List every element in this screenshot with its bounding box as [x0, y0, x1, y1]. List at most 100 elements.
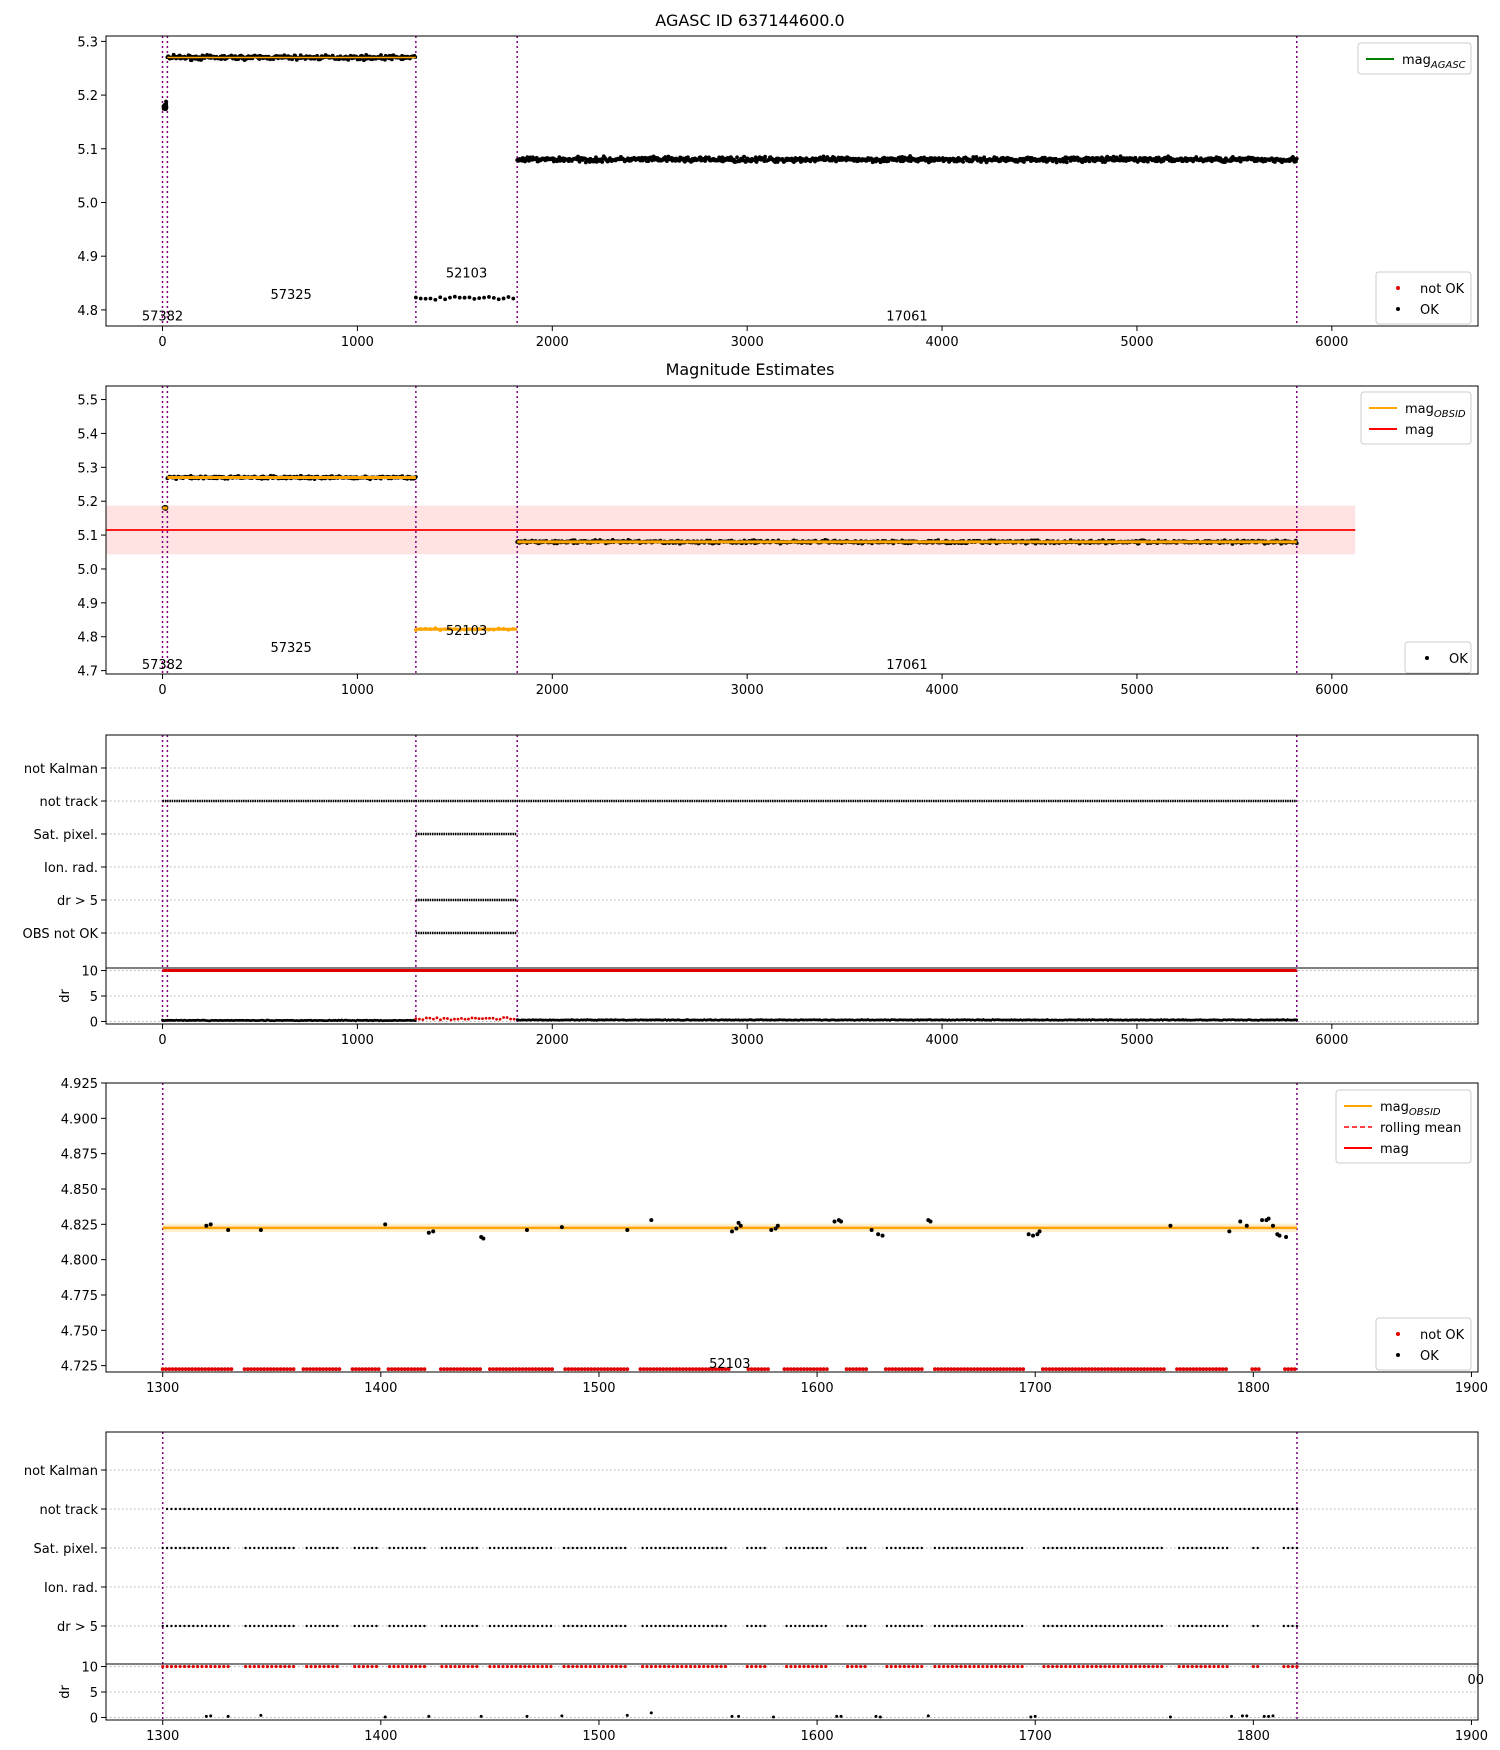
- flag-marker-point: [933, 1624, 937, 1628]
- not-ok-point: [782, 1367, 787, 1372]
- flag-marker-point: [920, 1624, 923, 1628]
- flag-marker-point: [336, 1507, 339, 1511]
- dr-cap-point: [514, 1664, 518, 1669]
- ok-point: [457, 295, 462, 300]
- flag-marker-point: [266, 1546, 269, 1550]
- dr-not-ok-point: [474, 1016, 477, 1020]
- flag-marker-point: [942, 1507, 945, 1511]
- dr-cap-point: [1016, 1664, 1020, 1669]
- flag-marker-point: [283, 1624, 287, 1628]
- ok-point: [773, 1226, 778, 1231]
- dr-cap-point: [318, 1664, 322, 1669]
- x-tick-label: 0: [158, 335, 166, 350]
- flag-marker-point: [174, 1546, 177, 1550]
- flag-marker-point: [767, 1507, 771, 1511]
- not-ok-point: [1191, 1367, 1196, 1372]
- ok-point: [161, 104, 166, 109]
- not-ok-point: [334, 1367, 339, 1372]
- dr-cap-point: [1256, 1664, 1260, 1669]
- dr-cap-point: [409, 1664, 413, 1669]
- not-ok-point: [317, 1367, 322, 1372]
- dr-cap-point: [989, 1664, 994, 1669]
- not-ok-point: [995, 1367, 999, 1372]
- flag-marker-point: [514, 1624, 518, 1628]
- dr-cap-point: [405, 1664, 409, 1669]
- dr-cap-point: [680, 1664, 684, 1669]
- dr-cap-point: [261, 1664, 265, 1669]
- not-ok-point: [723, 1367, 728, 1372]
- flag-marker-point: [789, 1507, 793, 1511]
- flag-marker-point: [615, 1546, 618, 1550]
- flag-marker-point: [161, 1624, 164, 1628]
- not-ok-point: [605, 1367, 610, 1372]
- legend-box: [1375, 271, 1472, 325]
- flag-marker-point: [187, 1624, 191, 1628]
- flag-marker-point: [410, 1546, 413, 1550]
- dr-ok-point: [771, 1715, 775, 1719]
- not-ok-point: [1129, 1367, 1134, 1372]
- ok-point: [763, 154, 768, 159]
- legend-label: rolling mean: [1380, 1121, 1461, 1136]
- y-tick-label: 5.1: [77, 529, 98, 544]
- not-ok-point: [612, 1367, 617, 1372]
- dr-cap-point: [894, 1664, 898, 1669]
- flag-marker-point: [1147, 1546, 1150, 1550]
- flag-marker-point: [1143, 1624, 1146, 1628]
- dr-cap-point: [750, 1664, 754, 1669]
- flag-marker-point: [510, 1624, 513, 1628]
- not-ok-point: [566, 1367, 571, 1372]
- flag-marker-point: [763, 1507, 766, 1511]
- not-ok-point: [533, 1367, 538, 1372]
- dr-cap-point: [1138, 1664, 1142, 1669]
- flag-marker-point: [990, 1546, 993, 1550]
- flag-marker-point: [1260, 1507, 1264, 1511]
- x-tick-label: 1900: [1455, 1729, 1488, 1744]
- flag-marker-point: [558, 1507, 561, 1511]
- flag-marker-point: [1051, 1546, 1054, 1550]
- not-ok-point: [1018, 1367, 1022, 1372]
- dr-cap-point: [274, 1664, 278, 1669]
- dr-cap-point: [950, 1664, 954, 1669]
- flag-marker-point: [418, 1546, 422, 1550]
- flag-marker-point: [811, 1546, 814, 1550]
- ok-point: [769, 1227, 774, 1232]
- dr-ok-point: [874, 1714, 878, 1718]
- flag-marker-point: [554, 1507, 557, 1511]
- dr-not-ok-point: [505, 1016, 509, 1019]
- obsid-label: 52103: [709, 1357, 750, 1372]
- flag-marker-point: [1064, 1546, 1067, 1550]
- flag-marker-point: [1282, 1507, 1286, 1511]
- flag-marker-point: [1051, 1624, 1054, 1628]
- dr-cap-point: [1199, 1664, 1203, 1669]
- flag-marker-point: [1016, 1507, 1019, 1511]
- flag-marker-point: [305, 1507, 308, 1511]
- not-ok-point: [864, 1367, 869, 1372]
- flag-marker-point: [863, 1546, 867, 1550]
- x-tick-label: 6000: [1315, 683, 1348, 698]
- flag-marker-point: [545, 1546, 548, 1550]
- flag-marker-point: [1108, 1507, 1111, 1511]
- flag-marker-point: [1134, 1507, 1137, 1511]
- dr-cap-point: [222, 1664, 226, 1669]
- flag-marker-point: [418, 1507, 422, 1511]
- flag-marker-point: [942, 1546, 945, 1550]
- dr-not-ok-point: [439, 1018, 442, 1022]
- flag-marker-point: [405, 1624, 409, 1628]
- flag-marker-point: [972, 1624, 976, 1628]
- flag-marker-point: [863, 1624, 867, 1628]
- flag-marker-point: [466, 1507, 470, 1511]
- flag-marker-point: [807, 1546, 810, 1550]
- not-ok-point: [648, 1367, 653, 1372]
- flag-marker-point: [414, 1507, 417, 1511]
- dr-not-ok-point: [484, 1016, 488, 1020]
- dr-cap-point: [1042, 1664, 1046, 1669]
- not-ok-point: [681, 1367, 685, 1372]
- not-ok-point: [373, 1367, 378, 1372]
- x-tick-label: 1000: [341, 1033, 374, 1048]
- obsid-label: 57382: [142, 309, 183, 324]
- not-ok-point: [717, 1367, 721, 1372]
- flag-marker-point: [763, 1624, 766, 1628]
- dr-cap-point: [1177, 1664, 1181, 1669]
- flag-marker-point: [288, 1507, 291, 1511]
- legend-swatch-dot: [1396, 286, 1400, 290]
